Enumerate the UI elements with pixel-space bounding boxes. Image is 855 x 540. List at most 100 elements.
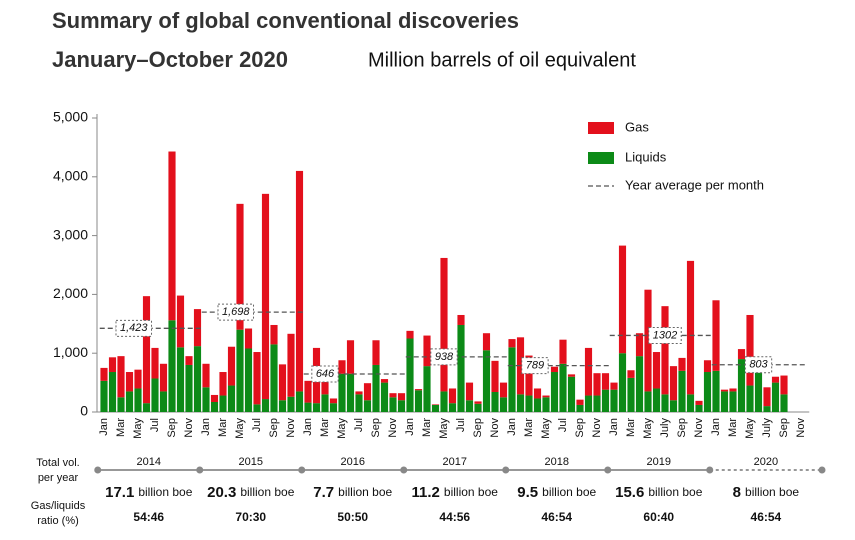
x-tick-label: May <box>132 418 144 439</box>
bar <box>355 391 363 395</box>
x-tick-label: Jan <box>200 418 212 436</box>
x-tick-label: Sep <box>574 418 586 438</box>
bar <box>287 333 295 397</box>
x-tick-label: Mar <box>217 418 229 437</box>
bar <box>261 399 270 412</box>
timeline-dot <box>298 466 306 474</box>
bar <box>321 394 329 412</box>
total-value: 9.5 <box>517 484 538 501</box>
bar <box>746 385 754 412</box>
x-tick-label: Nov <box>183 418 195 438</box>
x-tick-label: Jan <box>302 418 314 436</box>
timeline-dot <box>818 466 826 474</box>
ratio-label: Gas/liquids <box>31 500 86 512</box>
bar <box>457 324 465 412</box>
x-tick-label: Jan <box>608 418 620 436</box>
total-unit: billion boe <box>648 485 702 499</box>
bar <box>737 359 746 412</box>
x-tick-label: Jan <box>506 418 518 436</box>
x-tick-label: Nov <box>795 418 807 438</box>
x-tick-label: May <box>234 418 246 439</box>
bar <box>593 373 601 396</box>
bar <box>117 397 125 412</box>
chart-subtitle-bold: January–October 2020 <box>52 47 288 72</box>
bar <box>304 402 312 412</box>
legend-swatch <box>588 152 614 164</box>
bar <box>576 399 584 405</box>
bar <box>261 193 270 400</box>
x-tick-label: Jan <box>98 418 110 436</box>
bar <box>474 403 482 412</box>
x-tick-label: Jul <box>149 418 161 432</box>
average-label-box <box>311 365 339 383</box>
ratio: 70:30 <box>235 510 266 524</box>
bar <box>678 370 686 412</box>
bar <box>576 404 584 412</box>
bar <box>644 391 652 412</box>
average-label: 1302 <box>653 329 677 341</box>
bar <box>618 353 627 412</box>
bar <box>159 391 168 412</box>
bar <box>661 394 669 412</box>
bar <box>125 372 134 392</box>
bar <box>202 363 210 388</box>
bar <box>593 395 601 412</box>
bar <box>159 363 168 392</box>
x-tick-label: Jul <box>353 418 365 432</box>
bar <box>499 382 508 398</box>
bar <box>168 151 176 321</box>
bar <box>219 372 227 396</box>
bar <box>448 403 457 412</box>
bar <box>465 400 474 412</box>
bar <box>363 400 372 412</box>
total-value: 11.2 <box>412 484 440 501</box>
bar <box>771 376 780 383</box>
bar <box>108 357 117 373</box>
total: 15.6 billion boe <box>615 484 703 501</box>
bar <box>295 391 304 412</box>
bar <box>669 366 678 401</box>
bar <box>210 394 219 403</box>
x-tick-label: Sep <box>472 418 484 438</box>
total: 8 billion boe <box>733 484 800 501</box>
bar <box>729 388 737 392</box>
average-label: 1,698 <box>222 306 250 318</box>
bar <box>210 402 219 412</box>
average-label: 646 <box>316 368 335 380</box>
bar <box>397 400 406 412</box>
bar <box>406 338 414 412</box>
bar <box>771 382 780 412</box>
bar <box>295 170 304 392</box>
bar <box>525 395 533 412</box>
bar <box>363 383 372 401</box>
ratio: 44:56 <box>439 510 470 524</box>
bar <box>244 328 253 349</box>
bar <box>627 377 635 412</box>
bar <box>253 404 261 412</box>
bar <box>491 360 499 393</box>
total-unit: billion boe <box>338 485 392 499</box>
x-tick-label: Mar <box>727 418 739 437</box>
bar <box>202 387 210 412</box>
bar <box>635 333 644 357</box>
x-tick-label: Nov <box>387 418 399 438</box>
bar <box>100 380 108 412</box>
average-label: 803 <box>749 359 768 371</box>
y-tick-label: 4,000 <box>53 168 88 184</box>
bar <box>338 360 346 374</box>
bar <box>601 373 610 390</box>
timeline-dot <box>604 466 612 474</box>
timeline-dot <box>706 466 714 474</box>
legend-swatch <box>588 122 614 134</box>
bar <box>474 401 482 404</box>
bar <box>312 403 321 412</box>
bar <box>601 389 610 412</box>
bar <box>559 339 567 364</box>
total: 17.1 billion boe <box>105 484 193 501</box>
x-tick-label: Nov <box>285 418 297 438</box>
bar <box>278 400 287 412</box>
x-tick-label: Sep <box>676 418 688 438</box>
x-tick-label: Nov <box>489 418 501 438</box>
bar <box>465 382 474 401</box>
